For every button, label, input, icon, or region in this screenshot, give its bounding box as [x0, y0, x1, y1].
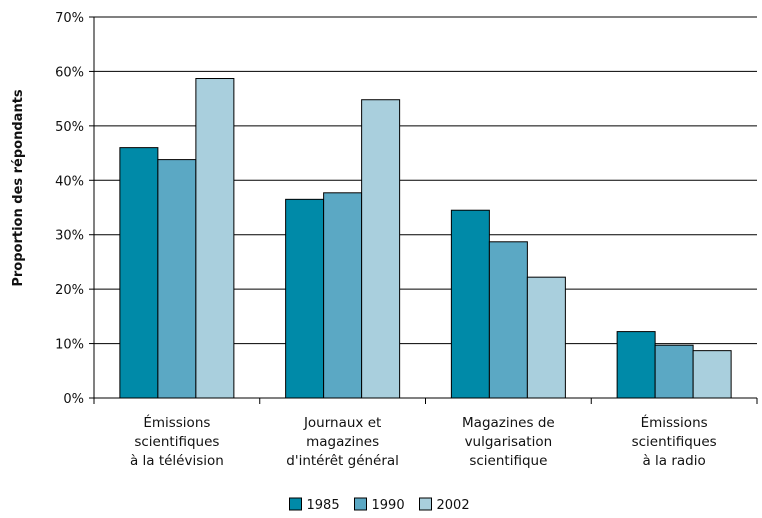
y-tick-label: 60%: [55, 65, 84, 80]
bar-2002: [361, 99, 401, 399]
y-tick-label: 10%: [55, 338, 84, 353]
category-label: à la radio: [642, 453, 705, 469]
category-label: d'intérêt général: [286, 453, 399, 469]
bar-1990: [157, 159, 197, 399]
legend-swatch-1985: [289, 497, 302, 511]
category-label: vulgarisation: [465, 434, 553, 450]
y-tick-label: 40%: [55, 174, 84, 189]
y-tick-label: 20%: [55, 283, 84, 298]
bar-2002: [195, 78, 235, 399]
y-tick-label: 50%: [55, 120, 84, 135]
bar-1985: [616, 331, 656, 399]
category-label: magazines: [306, 434, 379, 450]
bars: [119, 78, 732, 399]
y-tick-label: 0%: [63, 392, 84, 407]
legend: 1985 1990 2002: [289, 497, 470, 513]
category-label: Émissions: [641, 414, 708, 431]
legend-swatch-1990: [354, 497, 367, 511]
legend-label: 1990: [372, 498, 405, 513]
bar-1985: [119, 147, 159, 399]
category-label: scientifique: [469, 453, 547, 469]
category-label: scientifiques: [632, 434, 717, 450]
legend-label: 2002: [437, 498, 470, 513]
legend-label: 1985: [307, 498, 340, 513]
bar-1990: [323, 192, 363, 399]
axes: [93, 17, 758, 404]
bar-1990: [488, 241, 528, 399]
category-label: scientifiques: [134, 434, 219, 450]
y-tick-label: 70%: [55, 11, 84, 26]
category-label: Journaux et: [303, 415, 381, 431]
x-axis-labels: Émissions scientifiques à la télévision Jou…: [130, 414, 717, 469]
bar-1990: [654, 344, 694, 399]
legend-swatch-2002: [419, 497, 432, 511]
category-label: Émissions: [143, 414, 210, 431]
bar-2002: [692, 350, 732, 399]
bar-1985: [285, 198, 325, 399]
category-label: à la télévision: [130, 453, 224, 469]
y-axis-ticks: 0% 10% 20% 30% 40% 50% 60% 70%: [55, 11, 94, 407]
bar-1985: [450, 209, 490, 399]
y-axis-title: Proportion des répondants: [11, 89, 26, 287]
category-label: Magazines de: [462, 415, 555, 431]
bar-2002: [526, 276, 566, 399]
y-tick-label: 30%: [55, 229, 84, 244]
